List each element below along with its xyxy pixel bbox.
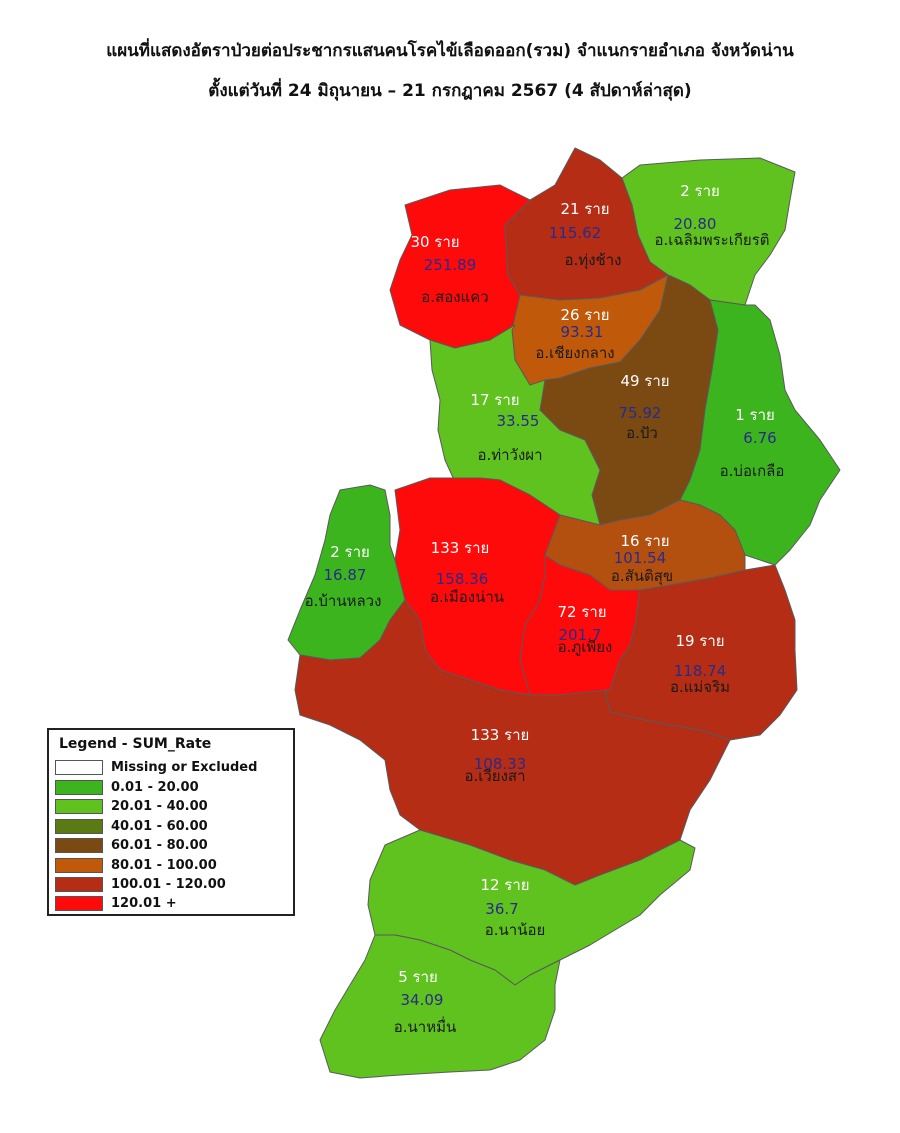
district-tha-wang-pha[interactable] (429, 324, 601, 526)
cases-label: 72 ราย (557, 603, 606, 621)
legend-label: Missing or Excluded (111, 759, 258, 775)
rate-label: 115.62 (549, 224, 602, 242)
district-name-label: อ.ท่าวังผา (477, 446, 542, 464)
legend-item: Missing or Excluded (55, 758, 257, 776)
district-name-label: อ.ทุ่งช้าง (565, 251, 622, 270)
cases-label: 12 ราย (480, 876, 529, 894)
district-mae-charim[interactable] (604, 564, 798, 741)
district-name-label: อ.ภูเพียง (558, 638, 613, 656)
legend-label: 0.01 - 20.00 (111, 779, 199, 795)
district-name-label: อ.ปัว (626, 424, 658, 442)
district-name-label: อ.เวียงสา (464, 767, 525, 785)
legend-label: 40.01 - 60.00 (111, 818, 208, 834)
legend-swatch (55, 857, 103, 873)
district-name-label: อ.บ้านหลวง (305, 592, 382, 610)
legend-swatch (55, 759, 103, 775)
district-bo-kluea[interactable] (679, 299, 841, 566)
rate-label: 20.80 (674, 215, 717, 233)
map-title-line1: แผนที่แสดงอัตราป่วยต่อประชากรแสนคนโรคไข้… (106, 41, 794, 61)
district-name-label: อ.บ่อเกลือ (720, 462, 785, 480)
rate-label: 34.09 (401, 991, 444, 1009)
rate-label: 251.89 (424, 256, 477, 274)
district-na-muen[interactable] (319, 934, 561, 1079)
legend-swatch (55, 895, 103, 911)
cases-label: 16 ราย (620, 532, 669, 550)
rate-label: 75.92 (619, 404, 662, 422)
legend-item: 100.01 - 120.00 (55, 875, 226, 893)
cases-label: 30 ราย (410, 233, 459, 251)
district-name-label: อ.นาน้อย (485, 921, 546, 939)
legend-title: Legend - SUM_Rate (59, 736, 212, 752)
cases-label: 19 ราย (675, 632, 724, 650)
legend-swatch (55, 837, 103, 853)
rate-label: 93.31 (561, 323, 604, 341)
cases-label: 21 ราย (560, 200, 609, 218)
rate-label: 158.36 (436, 570, 489, 588)
cases-label: 133 ราย (431, 539, 490, 557)
legend-item: 80.01 - 100.00 (55, 856, 217, 874)
rate-label: 108.33 (474, 755, 527, 773)
cases-label: 17 ราย (470, 391, 519, 409)
legend-label: 80.01 - 100.00 (111, 857, 217, 873)
rate-label: 118.74 (674, 662, 727, 680)
rate-label: 16.87 (324, 566, 367, 584)
district-name-label: อ.เชียงกลาง (535, 344, 614, 362)
legend-swatch (55, 798, 103, 814)
rate-label: 201.7 (559, 626, 602, 644)
rate-label: 36.7 (485, 900, 518, 918)
legend-label: 20.01 - 40.00 (111, 798, 208, 814)
district-name-label: อ.แม่จริม (670, 678, 730, 696)
legend-swatch (55, 818, 103, 834)
rate-label: 33.55 (497, 412, 540, 430)
district-name-label: อ.สองแคว (421, 288, 488, 306)
district-name-label: อ.นาหมื่น (394, 1016, 456, 1036)
district-wiang-sa[interactable] (294, 599, 731, 886)
cases-label: 5 ราย (398, 968, 438, 986)
district-name-label: อ.สันติสุข (611, 567, 673, 586)
legend-label: 120.01 + (111, 895, 177, 911)
district-labels: 30 ราย 251.89 อ.สองแคว 21 ราย 115.62 อ.ท… (305, 182, 785, 1036)
legend-label: 60.01 - 80.00 (111, 837, 208, 853)
legend-swatch (55, 876, 103, 892)
cases-label: 26 ราย (560, 306, 609, 324)
legend-swatch (55, 779, 103, 795)
cases-label: 1 ราย (735, 406, 775, 424)
cases-label: 133 ราย (471, 726, 530, 744)
legend-item: 120.01 + (55, 894, 177, 912)
legend-item: 20.01 - 40.00 (55, 797, 208, 815)
district-name-label: อ.เฉลิมพระเกียรติ (655, 231, 770, 249)
cases-label: 49 ราย (620, 372, 669, 390)
legend-item: 40.01 - 60.00 (55, 817, 208, 835)
cases-label: 2 ราย (330, 543, 370, 561)
map-title-line2: ตั้งแต่วันที่ 24 มิถุนายน – 21 กรกฎาคม 2… (208, 81, 692, 101)
legend-item: 60.01 - 80.00 (55, 836, 208, 854)
district-name-label: อ.เมืองน่าน (430, 588, 504, 606)
legend-item: 0.01 - 20.00 (55, 778, 199, 796)
legend-label: 100.01 - 120.00 (111, 876, 226, 892)
rate-label: 6.76 (743, 429, 776, 447)
cases-label: 2 ราย (680, 182, 720, 200)
map-legend: Legend - SUM_Rate Missing or Excluded 0.… (47, 728, 295, 916)
rate-label: 101.54 (614, 549, 667, 567)
